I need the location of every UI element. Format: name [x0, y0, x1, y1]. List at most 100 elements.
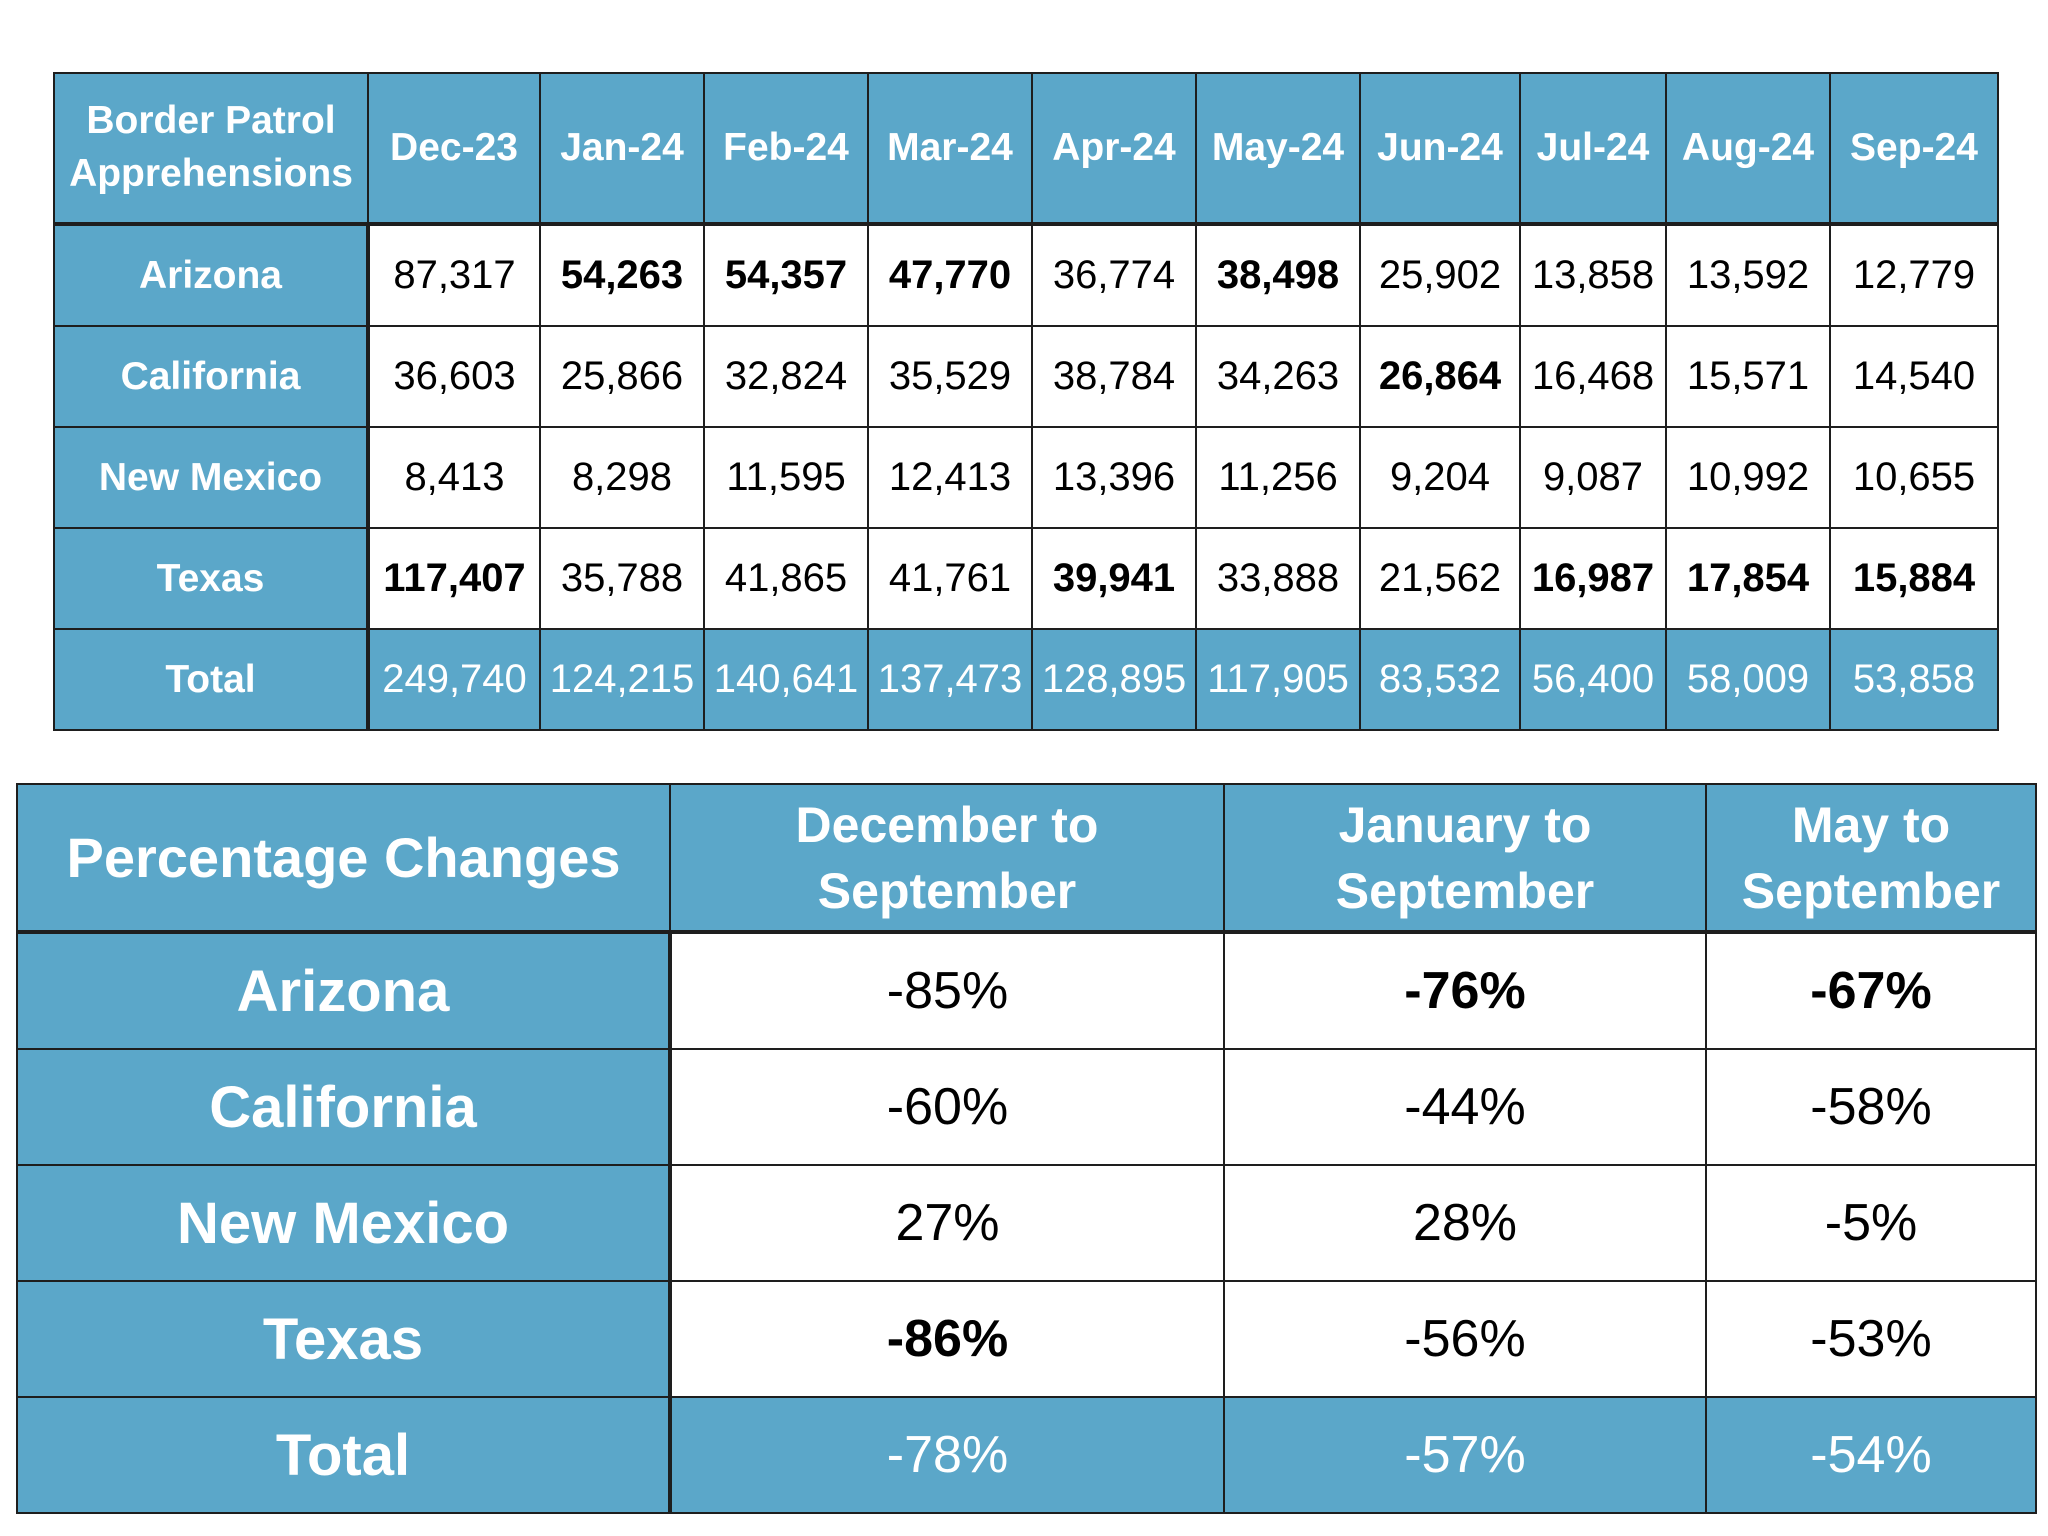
total-cell: -78%	[669, 1396, 1225, 1514]
total-cell: 137,473	[867, 628, 1033, 731]
apprehension-cell: 41,865	[703, 527, 869, 630]
apprehension-cell: 10,655	[1829, 426, 1999, 529]
corner-label-line2: Apprehensions	[69, 152, 353, 195]
apprehensions-header-row: Border Patrol Apprehensions Dec-23 Jan-2…	[53, 72, 1999, 225]
apprehension-cell: 10,992	[1665, 426, 1831, 529]
apprehension-cell: 15,884	[1829, 527, 1999, 630]
percentage-cell: -67%	[1705, 930, 2037, 1050]
month-header: Mar-24	[867, 72, 1033, 225]
corner-label-line1: Border Patrol	[86, 99, 336, 143]
percentage-cell: -5%	[1705, 1164, 2037, 1282]
percentage-cell: -53%	[1705, 1280, 2037, 1398]
state-label: Texas	[16, 1280, 672, 1398]
state-label: Arizona	[16, 930, 672, 1050]
period-header-line2: September	[1335, 862, 1595, 919]
apprehension-cell: 25,866	[539, 325, 705, 428]
month-header: Feb-24	[703, 72, 869, 225]
state-row: Arizona -85% -76% -67%	[16, 930, 2037, 1050]
total-row: Total 249,740 124,215 140,641 137,473 128,895…	[53, 628, 1999, 731]
percentage-cell: -56%	[1223, 1280, 1707, 1398]
apprehension-cell: 13,858	[1519, 222, 1667, 327]
apprehension-cell: 8,413	[367, 426, 541, 529]
percentage-cell: -85%	[669, 930, 1225, 1050]
month-header: May-24	[1195, 72, 1361, 225]
apprehension-cell: 36,774	[1031, 222, 1197, 327]
apprehension-cell: 16,987	[1519, 527, 1667, 630]
period-header: December to September	[669, 783, 1225, 933]
apprehension-cell: 38,498	[1195, 222, 1361, 327]
apprehension-cell: 38,784	[1031, 325, 1197, 428]
state-row: California 36,603 25,866 32,824 35,529 38,784…	[53, 325, 1999, 428]
total-cell: 140,641	[703, 628, 869, 731]
state-row: Arizona 87,317 54,263 54,357 47,770 36,774 38,…	[53, 222, 1999, 327]
percentage-cell: 27%	[669, 1164, 1225, 1282]
total-cell: 117,905	[1195, 628, 1361, 731]
apprehension-cell: 15,571	[1665, 325, 1831, 428]
state-label: California	[16, 1048, 672, 1166]
apprehensions-table: Border Patrol Apprehensions Dec-23 Jan-2…	[53, 72, 1999, 731]
month-header: Jan-24	[539, 72, 705, 225]
state-row: California -60% -44% -58%	[16, 1048, 2037, 1166]
apprehension-cell: 9,204	[1359, 426, 1521, 529]
apprehension-cell: 8,298	[539, 426, 705, 529]
state-label: New Mexico	[53, 426, 370, 529]
apprehension-cell: 32,824	[703, 325, 869, 428]
total-cell: -54%	[1705, 1396, 2037, 1514]
apprehension-cell: 13,592	[1665, 222, 1831, 327]
apprehension-cell: 14,540	[1829, 325, 1999, 428]
apprehension-cell: 12,413	[867, 426, 1033, 529]
period-header-line1: December to	[795, 796, 1099, 853]
total-cell: 56,400	[1519, 628, 1667, 731]
percentage-corner-label: Percentage Changes	[16, 783, 671, 933]
apprehension-cell: 39,941	[1031, 527, 1197, 630]
percentage-cell: -60%	[669, 1048, 1225, 1166]
apprehensions-body: Arizona 87,317 54,263 54,357 47,770 36,774 38,…	[53, 222, 1999, 731]
total-label: Total	[53, 628, 370, 731]
month-header: Jun-24	[1359, 72, 1521, 225]
apprehension-cell: 87,317	[367, 222, 541, 327]
apprehension-cell: 11,256	[1195, 426, 1361, 529]
apprehension-cell: 36,603	[367, 325, 541, 428]
apprehension-cell: 54,357	[703, 222, 869, 327]
total-cell: 83,532	[1359, 628, 1521, 731]
state-row: Texas 117,407 35,788 41,865 41,761 39,941 33,8…	[53, 527, 1999, 630]
percentage-changes-table: Percentage Changes December to September…	[16, 783, 2037, 1514]
percentage-cell: -86%	[669, 1280, 1225, 1398]
apprehension-cell: 117,407	[367, 527, 541, 630]
total-cell: 53,858	[1829, 628, 1999, 731]
period-header-line1: May to	[1791, 796, 1951, 853]
period-header-line2: September	[817, 862, 1077, 919]
month-header: Apr-24	[1031, 72, 1197, 225]
percentage-cell: -76%	[1223, 930, 1707, 1050]
total-cell: 128,895	[1031, 628, 1197, 731]
state-row: New Mexico 27% 28% -5%	[16, 1164, 2037, 1282]
month-header: Sep-24	[1829, 72, 1999, 225]
percentage-body: Arizona -85% -76% -67% California -60% -44% -58…	[16, 930, 2037, 1514]
apprehension-cell: 21,562	[1359, 527, 1521, 630]
state-label: California	[53, 325, 370, 428]
apprehensions-corner-label: Border Patrol Apprehensions	[53, 72, 369, 225]
apprehension-cell: 12,779	[1829, 222, 1999, 327]
apprehension-cell: 17,854	[1665, 527, 1831, 630]
total-label: Total	[16, 1396, 672, 1514]
percentage-cell: -44%	[1223, 1048, 1707, 1166]
total-cell: -57%	[1223, 1396, 1707, 1514]
percentage-cell: -58%	[1705, 1048, 2037, 1166]
apprehension-cell: 26,864	[1359, 325, 1521, 428]
percentage-header-row: Percentage Changes December to September…	[16, 783, 2037, 933]
period-header: May to September	[1705, 783, 2037, 933]
apprehension-cell: 47,770	[867, 222, 1033, 327]
state-row: New Mexico 8,413 8,298 11,595 12,413 13,396 11…	[53, 426, 1999, 529]
apprehension-cell: 9,087	[1519, 426, 1667, 529]
period-header-line2: September	[1741, 862, 2001, 919]
apprehension-cell: 41,761	[867, 527, 1033, 630]
state-row: Texas -86% -56% -53%	[16, 1280, 2037, 1398]
period-header: January to September	[1223, 783, 1707, 933]
percentage-cell: 28%	[1223, 1164, 1707, 1282]
state-label: New Mexico	[16, 1164, 672, 1282]
apprehension-cell: 35,529	[867, 325, 1033, 428]
apprehension-cell: 35,788	[539, 527, 705, 630]
state-label: Arizona	[53, 222, 370, 327]
total-cell: 249,740	[367, 628, 541, 731]
month-header: Dec-23	[367, 72, 541, 225]
